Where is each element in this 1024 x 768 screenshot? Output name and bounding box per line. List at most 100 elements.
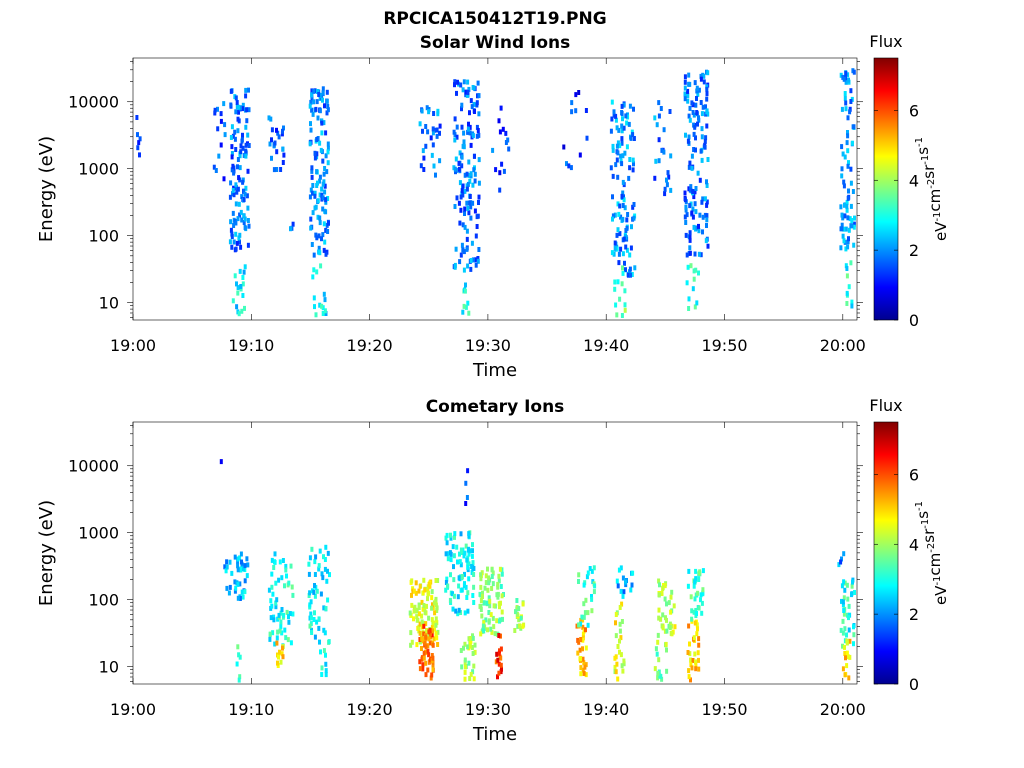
cometary-flux-cell (467, 551, 471, 557)
solar-wind-flux-cell (687, 81, 691, 87)
solar-wind-flux-cell (852, 242, 856, 248)
solar-wind-flux-cell (688, 187, 692, 193)
cometary-flux-cell (449, 532, 452, 538)
solar-wind-flux-cell (683, 85, 687, 91)
cometary-flux-cell (481, 590, 484, 596)
cometary-flux-cell (488, 603, 492, 609)
cometary-flux-cell (236, 563, 240, 569)
cometary-flux-cell (466, 644, 470, 650)
cometary-flux-cell (417, 605, 421, 610)
solar-wind-flux-cell (683, 190, 687, 196)
solar-wind-flux-cell (700, 199, 704, 205)
solar-wind-flux-cell (232, 170, 236, 176)
cometary-flux-cell (515, 598, 519, 603)
solar-wind-flux-cell (267, 115, 271, 121)
cometary-flux-cell (581, 667, 585, 673)
cometary-flux-cell (324, 652, 327, 658)
solar-wind-flux-cell (309, 187, 313, 193)
solar-wind-flux-cell (321, 305, 325, 311)
cometary-flux-cell (519, 615, 523, 621)
solar-wind-flux-cell (323, 103, 326, 109)
solar-wind-flux-cell (499, 105, 503, 111)
solar-wind-flux-cell (326, 149, 330, 155)
solar-wind-flux-cell (462, 267, 466, 273)
cometary-flux-cell (846, 654, 850, 660)
solar-wind-flux-cell (222, 101, 226, 107)
cometary-flux-cell (694, 568, 698, 574)
solar-wind-flux-cell (688, 245, 692, 251)
solar-wind-flux-cell (219, 142, 223, 148)
cometary-flux-cell (661, 585, 665, 591)
solar-wind-flux-cell (316, 180, 319, 186)
solar-wind-flux-cell (466, 126, 470, 132)
cometary-flux-cell (236, 581, 240, 587)
cometary-flux-cell (621, 668, 625, 674)
solar-wind-x-tick-label: 19:00 (110, 336, 156, 355)
cometary-flux-cell (276, 660, 279, 666)
solar-wind-flux-cell (321, 195, 325, 201)
cometary-flux-cell (841, 599, 845, 605)
solar-wind-flux-cell (686, 264, 690, 270)
solar-wind-flux-cell (619, 214, 623, 220)
solar-wind-flux-cell (243, 191, 247, 197)
solar-wind-flux-cell (310, 107, 314, 113)
solar-wind-flux-cell (436, 111, 440, 117)
cometary-flux-cell (582, 670, 586, 676)
cometary-flux-cell (434, 596, 438, 602)
solar-wind-flux-cell (697, 87, 701, 93)
cometary-flux-cell (446, 556, 450, 562)
solar-wind-cells (135, 68, 856, 318)
cometary-flux-cell (656, 632, 660, 638)
solar-wind-flux-cell (842, 226, 846, 232)
cometary-title: Cometary Ions (426, 397, 565, 417)
solar-wind-flux-cell (431, 126, 435, 132)
cometary-flux-cell (590, 608, 594, 614)
cometary-flux-cell (448, 597, 452, 603)
cometary-flux-cell (279, 659, 283, 665)
cometary-flux-cell (424, 660, 428, 666)
solar-wind-flux-cell (498, 170, 502, 176)
solar-wind-flux-cell (684, 132, 687, 138)
solar-wind-flux-cell (611, 143, 615, 149)
cometary-flux-cell (423, 587, 427, 593)
cometary-flux-cell (320, 672, 324, 677)
cometary-flux-cell (434, 602, 438, 608)
cometary-flux-cell (324, 606, 328, 612)
cometary-flux-cell (273, 559, 277, 565)
solar-wind-flux-cell (626, 272, 630, 278)
cometary-flux-cell (422, 577, 426, 583)
solar-wind-flux-cell (705, 202, 709, 208)
solar-wind-flux-cell (229, 227, 233, 233)
cometary-flux-cell (468, 643, 472, 649)
cometary-flux-cell (317, 625, 321, 631)
cometary-flux-cell (840, 583, 844, 589)
solar-wind-flux-cell (453, 137, 457, 143)
solar-wind-flux-cell (325, 98, 329, 104)
solar-wind-flux-cell (840, 144, 844, 150)
solar-wind-flux-cell (850, 299, 854, 305)
solar-wind-flux-cell (242, 269, 246, 275)
solar-wind-flux-cell (312, 295, 316, 301)
solar-wind-flux-cell (585, 135, 589, 141)
solar-wind-flux-cell (692, 131, 696, 137)
solar-wind-flux-cell (237, 109, 240, 115)
solar-wind-flux-cell (704, 104, 707, 110)
solar-wind-flux-cell (616, 174, 620, 180)
solar-wind-flux-cell (244, 148, 248, 154)
solar-wind-flux-cell (698, 212, 702, 218)
solar-wind-flux-cell (235, 189, 239, 195)
cometary-flux-cell (694, 576, 698, 582)
cometary-flux-cell (499, 633, 502, 639)
cometary-flux-cell (238, 654, 242, 660)
cometary-flux-cell (697, 657, 700, 663)
solar-wind-flux-cell (469, 204, 473, 210)
solar-wind-flux-cell (624, 228, 628, 233)
solar-wind-flux-cell (463, 172, 467, 178)
solar-wind-flux-cell (326, 107, 330, 113)
solar-wind-flux-cell (246, 132, 250, 138)
cometary-flux-cell (841, 630, 845, 636)
cometary-flux-cell (278, 628, 282, 634)
solar-wind-flux-cell (705, 223, 708, 228)
cometary-flux-cell (692, 609, 696, 615)
cometary-flux-cell (287, 580, 291, 586)
